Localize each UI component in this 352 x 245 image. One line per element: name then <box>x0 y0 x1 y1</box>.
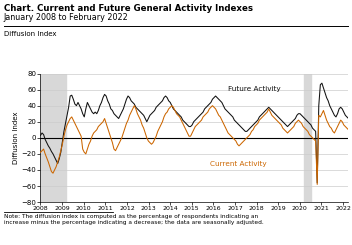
Text: Current Activity: Current Activity <box>210 160 266 167</box>
Y-axis label: Diffusion Index: Diffusion Index <box>13 111 19 164</box>
Text: Diffusion Index: Diffusion Index <box>4 31 56 37</box>
Text: Note: The diffusion index is computed as the percentage of respondents indicatin: Note: The diffusion index is computed as… <box>4 214 263 225</box>
Text: Chart. Current and Future General Activity Indexes: Chart. Current and Future General Activi… <box>4 4 252 13</box>
Text: January 2008 to February 2022: January 2008 to February 2022 <box>4 13 128 23</box>
Text: Future Activity: Future Activity <box>228 86 281 92</box>
Bar <box>303 74 311 202</box>
Bar <box>40 74 66 202</box>
